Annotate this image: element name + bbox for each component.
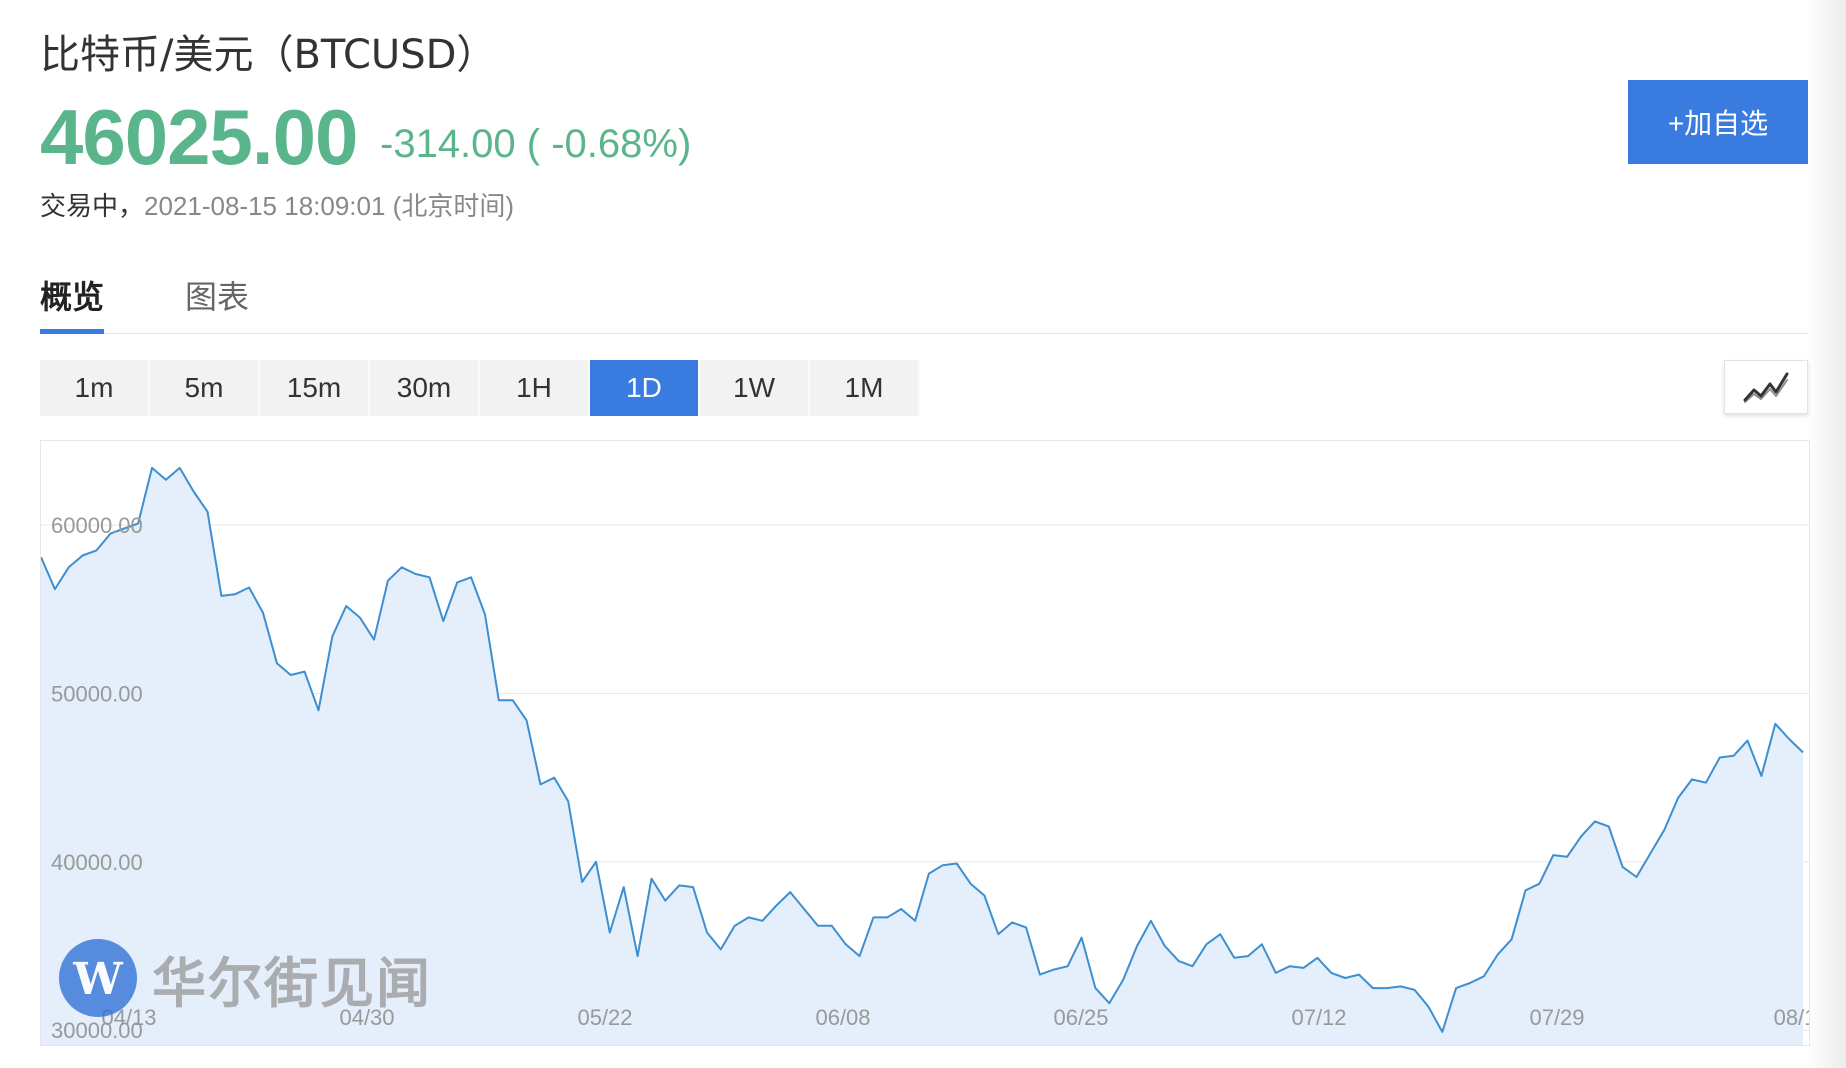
x-tick-label: 06/08 bbox=[815, 1005, 870, 1030]
period-1h[interactable]: 1H bbox=[480, 360, 590, 416]
chart-type-button[interactable] bbox=[1724, 360, 1808, 414]
watermark: W 华尔街见闻 bbox=[58, 938, 432, 1018]
period-1m[interactable]: 1m bbox=[40, 360, 150, 416]
tab-overview[interactable]: 概览 bbox=[40, 272, 105, 334]
price-line bbox=[41, 466, 1804, 1033]
page-edge-shadow bbox=[1806, 0, 1846, 1068]
period-1d[interactable]: 1D bbox=[590, 360, 700, 416]
price-chart[interactable]: 30000.00 40000.00 50000.00 60000.00 04/13 04/… bbox=[40, 440, 1810, 1046]
tab-bar: 概览 图表 bbox=[40, 272, 1808, 334]
x-tick-label: 04/30 bbox=[339, 1005, 394, 1030]
tab-chart[interactable]: 图表 bbox=[185, 272, 249, 332]
trading-status-line: 交易中，2021-08-15 18:09:01 (北京时间) bbox=[40, 186, 514, 223]
active-tab-underline bbox=[40, 329, 105, 334]
y-tick-label: 40000.00 bbox=[51, 850, 143, 875]
period-15m[interactable]: 15m bbox=[260, 360, 370, 416]
svg-text:W: W bbox=[72, 954, 123, 1005]
watermark-text: 华尔街见闻 bbox=[152, 950, 432, 1015]
x-tick-label: 07/12 bbox=[1291, 1005, 1346, 1030]
period-selector: 1m 5m 15m 30m 1H 1D 1W 1M bbox=[40, 360, 920, 416]
watermark-logo-icon: W bbox=[59, 939, 137, 1017]
x-tick-label: 06/25 bbox=[1053, 1005, 1108, 1030]
y-tick-label: 60000.00 bbox=[51, 513, 143, 538]
x-tick-label: 05/22 bbox=[577, 1005, 632, 1030]
y-tick-label: 50000.00 bbox=[51, 682, 143, 707]
update-timestamp: 2021-08-15 18:09:01 (北京时间) bbox=[144, 191, 514, 221]
tab-overview-label: 概览 bbox=[40, 278, 105, 316]
page-title: 比特币/美元（BTCUSD） bbox=[40, 32, 497, 78]
period-30m[interactable]: 30m bbox=[370, 360, 480, 416]
x-tick-label: 07/29 bbox=[1529, 1005, 1584, 1030]
price-area bbox=[41, 467, 1803, 1045]
price-change: -314.00 ( -0.68%) bbox=[380, 122, 692, 166]
period-5m[interactable]: 5m bbox=[150, 360, 260, 416]
tab-chart-label: 图表 bbox=[185, 278, 250, 316]
period-1w[interactable]: 1W bbox=[700, 360, 810, 416]
line-chart-icon bbox=[1743, 372, 1789, 403]
x-tick-label: 08/1 bbox=[1774, 1005, 1810, 1030]
trading-status: 交易中， bbox=[40, 192, 145, 222]
y-tick-label: 30000.00 bbox=[51, 1018, 143, 1043]
period-1mo[interactable]: 1M bbox=[810, 360, 920, 416]
current-price: 46025.00 bbox=[40, 93, 358, 181]
add-to-watchlist-button[interactable]: +加自选 bbox=[1628, 80, 1808, 164]
